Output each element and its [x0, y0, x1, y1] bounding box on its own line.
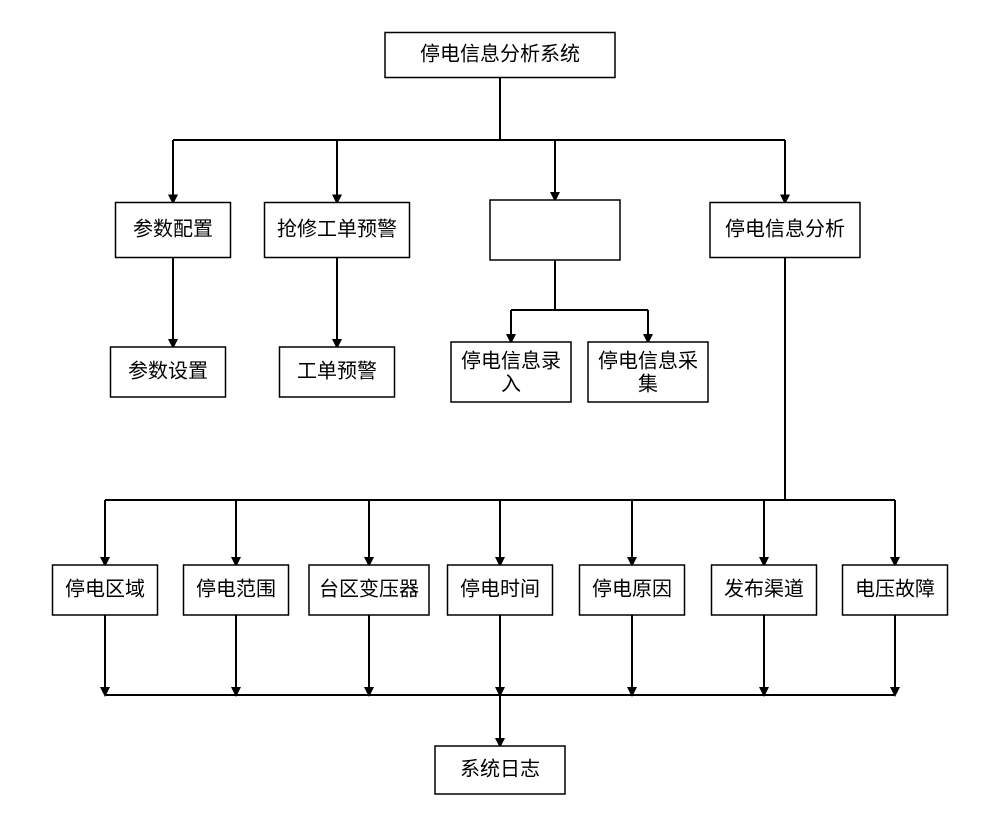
flowchart-node-label: 停电信息采 [598, 350, 698, 373]
flowchart-node-label: 停电信息分析 [725, 218, 845, 241]
flowchart-node-label: 停电信息分析系统 [420, 43, 580, 66]
flowchart-node-label: 台区变压器 [319, 578, 419, 601]
flowchart-node-label: 参数设置 [128, 360, 208, 383]
flowchart-node [490, 200, 620, 260]
flowchart-node-label: 抢修工单预警 [277, 218, 397, 241]
flowchart-node-label: 工单预警 [297, 360, 377, 383]
flowchart-node-label: 停电范围 [196, 578, 276, 601]
flowchart-node-label: 参数配置 [133, 218, 213, 241]
flowchart-node-label: 系统日志 [460, 758, 540, 781]
flowchart-node-label: 停电信息录 [461, 350, 561, 373]
flowchart-node-label: 集 [638, 373, 658, 396]
flowchart-node-label: 发布渠道 [724, 578, 804, 601]
flowchart-node-label: 停电原因 [592, 578, 672, 601]
flowchart-node-label: 电压故障 [855, 578, 935, 601]
flowchart-node-label: 入 [501, 374, 521, 396]
flowchart-node-label: 停电区域 [65, 578, 145, 601]
flowchart-node-label: 停电时间 [460, 578, 540, 601]
